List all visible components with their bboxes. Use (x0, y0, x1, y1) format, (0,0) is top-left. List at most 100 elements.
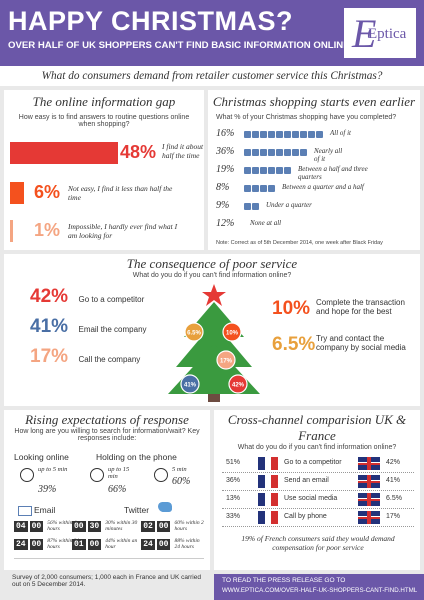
tree-ball (222, 322, 242, 342)
gap-pct: 48% (120, 142, 157, 162)
brand-logo[interactable]: E Eptica (344, 8, 416, 58)
shopping-row: 16% All of it (216, 128, 416, 144)
gift-icon (300, 149, 307, 156)
gift-icon (292, 149, 299, 156)
gift-icon (252, 167, 259, 174)
shopping-row: 12% None at all (216, 218, 416, 234)
gap-label: I find it about half the time (162, 142, 204, 160)
email-row-text: 87% within 24 hours (47, 538, 80, 550)
uk-flag-icon (358, 511, 380, 524)
christmas-tree-icon: 6.5% 10% 17% 41% 42% (168, 284, 260, 402)
france-flag-icon (258, 493, 279, 506)
survey-text: Survey of 2,000 consumers; 1,000 each in… (12, 574, 201, 588)
digit: 00 (72, 520, 86, 532)
digit: 24 (14, 538, 28, 550)
gift-icon (268, 131, 275, 138)
fr-pct: 33% (226, 513, 241, 520)
consequence-left-1: 42% Go to a competitor (30, 286, 144, 308)
row-divider (222, 472, 414, 473)
consequence-left-2: 41% Email the company (30, 316, 147, 338)
expectations-prompt: How long are you willing to search for i… (14, 428, 200, 442)
cross-footnote: 19% of French consumers said they would … (241, 534, 395, 552)
tree-ball-label: 6.5% (187, 331, 201, 337)
press-release-link[interactable]: WWW.EPTICA.COM/OVER-HALF-UK-SHOPPERS-CAN… (222, 587, 418, 594)
gift-icon (268, 149, 275, 156)
phone-time-a: up to 15 min (108, 466, 130, 480)
france-flag-icon (258, 457, 279, 470)
shopping-title: Christmas shopping starts even earlier (212, 94, 416, 109)
gift-icons (244, 149, 307, 156)
twitter-row-text: 30% within 30 minutes (105, 520, 138, 532)
email-row-text: 56% within 4 hours (47, 520, 77, 532)
cross-row: 36% Send an email 41% (222, 474, 414, 491)
gift-icon (252, 149, 259, 156)
consequence-label: Email the company (78, 325, 147, 334)
shopping-label: Between a half and three quarters (298, 165, 368, 181)
consequence-panel: The consequence of poor service What do … (4, 254, 420, 406)
shopping-label: All of it (330, 129, 351, 137)
cross-prompt: What do you do if you can't find informa… (237, 444, 397, 451)
uk-pct: 17% (386, 513, 401, 520)
consequence-pct: 10% (272, 298, 311, 319)
gift-icon (244, 149, 251, 156)
cross-row: 51% Go to a competitor 42% (222, 456, 414, 473)
gap-label: Impossible, I hardly ever find what I am… (68, 222, 178, 240)
uk-flag-icon (358, 475, 380, 488)
brand-name: Eptica (368, 26, 407, 42)
fr-pct: 36% (226, 477, 241, 484)
consequence-label: Complete the transaction and hope for th… (316, 298, 405, 316)
gift-icon (244, 131, 251, 138)
consequence-pct: 41% (30, 316, 69, 337)
consequence-pct: 6.5% (272, 334, 316, 355)
divider (14, 558, 204, 559)
looking-online-pct: 39% (38, 484, 57, 495)
online-gap-panel: The online information gap How easy is t… (4, 90, 204, 250)
expectations-title: Rising expectations of response (25, 412, 189, 427)
digit: 30 (87, 520, 102, 532)
gift-icon (260, 167, 267, 174)
row-divider (222, 508, 414, 509)
twitter-bird-icon (158, 502, 172, 512)
cross-title: Cross-channel comparision UK & France (227, 412, 407, 443)
twitter-row-1: 00 30 30% within 30 minutes 02 00 60% with… (72, 520, 204, 532)
phone-time-b: 5 min (172, 466, 187, 473)
gift-icon (300, 131, 307, 138)
consequence-label: Call the company (78, 355, 141, 364)
consequence-left-3: 17% Call the company (30, 346, 140, 368)
looking-online-time: up to 5 min (38, 466, 68, 473)
shopping-row: 9% Under a quarter (216, 200, 416, 216)
gap-bar (10, 182, 24, 204)
phone-pct-a: 66% (108, 484, 127, 495)
shopping-row: 8% Between a quarter and a half (216, 182, 416, 198)
twitter-row-text: 60% within 2 hours (174, 520, 204, 532)
gap-pct: 1% (34, 220, 61, 240)
main-question: What do consumers demand from retailer c… (0, 66, 424, 86)
digit: 24 (141, 538, 155, 550)
expectations-panel: Rising expectations of response How long… (4, 410, 210, 570)
tree-ball-label: 42% (232, 383, 245, 389)
cross-label: Use social media (284, 495, 338, 502)
shopping-row: 19% Between a half and three quarters (216, 164, 416, 181)
gift-icon (252, 131, 259, 138)
consequence-label: Go to a competitor (78, 295, 145, 304)
consequence-prompt: What do you do if you can't find informa… (132, 272, 292, 279)
cross-label: Call by phone (284, 513, 327, 520)
footer-line1: TO READ THE PRESS RELEASE GO TO (222, 577, 346, 584)
tree-ball-label: 17% (220, 359, 233, 365)
consequence-pct: 17% (30, 346, 69, 367)
digit: 00 (29, 538, 44, 550)
uk-flag-icon (358, 457, 380, 470)
shopping-pct: 19% (216, 164, 235, 175)
cross-channel-panel: Cross-channel comparision UK & France Wh… (214, 410, 420, 570)
row-divider (222, 526, 414, 527)
tree-ball (228, 374, 248, 394)
gift-icon (276, 167, 283, 174)
shopping-label: Nearly all of it (314, 147, 343, 163)
clock-icon (20, 468, 34, 482)
shopping-pct: 12% (216, 218, 235, 229)
email-label: Email (34, 505, 56, 515)
press-release-footer[interactable]: TO READ THE PRESS RELEASE GO TO WWW.EPTI… (214, 574, 424, 600)
header-banner: HAPPY CHRISTMAS? OVER HALF OF UK SHOPPER… (0, 0, 424, 66)
cross-label: Go to a competitor (284, 459, 342, 466)
tree-ball (184, 322, 204, 342)
